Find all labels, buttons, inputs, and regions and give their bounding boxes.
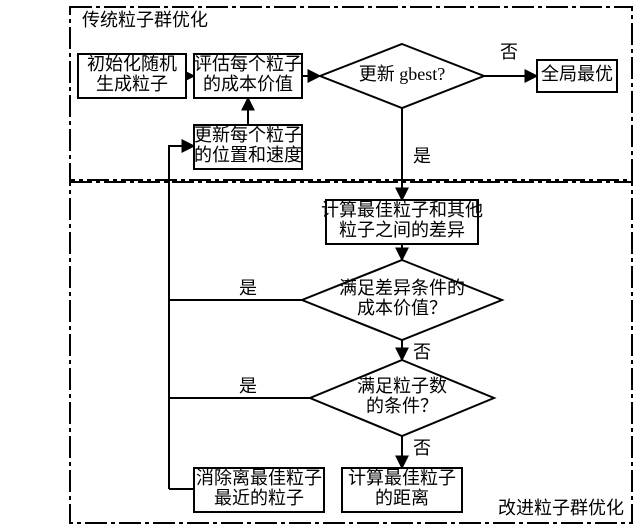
node-init: 初始化随机生成粒子 (78, 54, 186, 98)
node-eval: 评估每个粒子的成本价值 (194, 54, 302, 98)
node-global: 全局最优 (537, 60, 617, 92)
node-cond2-label: 满足粒子数的条件？ (357, 376, 447, 416)
edge-label-cond1_yes: 是 (239, 278, 257, 298)
node-cond2: 满足粒子数的条件？ (310, 360, 494, 436)
node-update-label: 更新每个粒子的位置和速度 (194, 125, 302, 165)
region-bottom-label: 改进粒子群优化 (498, 498, 624, 518)
edge-label-cond2_no: 否 (413, 438, 431, 458)
node-diff: 计算最佳粒子和其他粒子之间的差异 (321, 200, 483, 244)
region-top-label: 传统粒子群优化 (82, 10, 208, 30)
flowchart-canvas: 传统粒子群优化 改进粒子群优化 初始化随机生成粒子评估每个粒子的成本价值 更新 g… (0, 0, 640, 529)
edge-cond1-left (169, 300, 302, 489)
node-global-label: 全局最优 (541, 64, 613, 84)
edge-label-gbest_yes: 是 (413, 146, 431, 166)
edge-label-cond1_no: 否 (413, 342, 431, 362)
node-init-label: 初始化随机生成粒子 (87, 54, 177, 94)
node-elim-label: 消除离最佳粒子最近的粒子 (196, 468, 322, 508)
node-gbest-label: 更新 gbest? (359, 64, 445, 84)
node-cond1: 满足差异条件的成本价值？ (302, 260, 502, 340)
node-dist: 计算最佳粒子的距离 (342, 468, 462, 512)
node-eval-label: 评估每个粒子的成本价值 (194, 54, 302, 94)
node-elim: 消除离最佳粒子最近的粒子 (194, 468, 324, 512)
node-cond1-label: 满足差异条件的成本价值？ (339, 278, 465, 318)
edge-label-cond2_yes: 是 (239, 376, 257, 396)
node-gbest: 更新 gbest? (320, 44, 484, 108)
edge-left-update (169, 146, 194, 489)
edge-label-gbest_no: 否 (500, 42, 518, 62)
node-update: 更新每个粒子的位置和速度 (194, 125, 302, 169)
nodes-layer: 初始化随机生成粒子评估每个粒子的成本价值 更新 gbest? 全局最优更新每个粒子的… (78, 44, 617, 512)
node-diff-label: 计算最佳粒子和其他粒子之间的差异 (321, 200, 483, 240)
